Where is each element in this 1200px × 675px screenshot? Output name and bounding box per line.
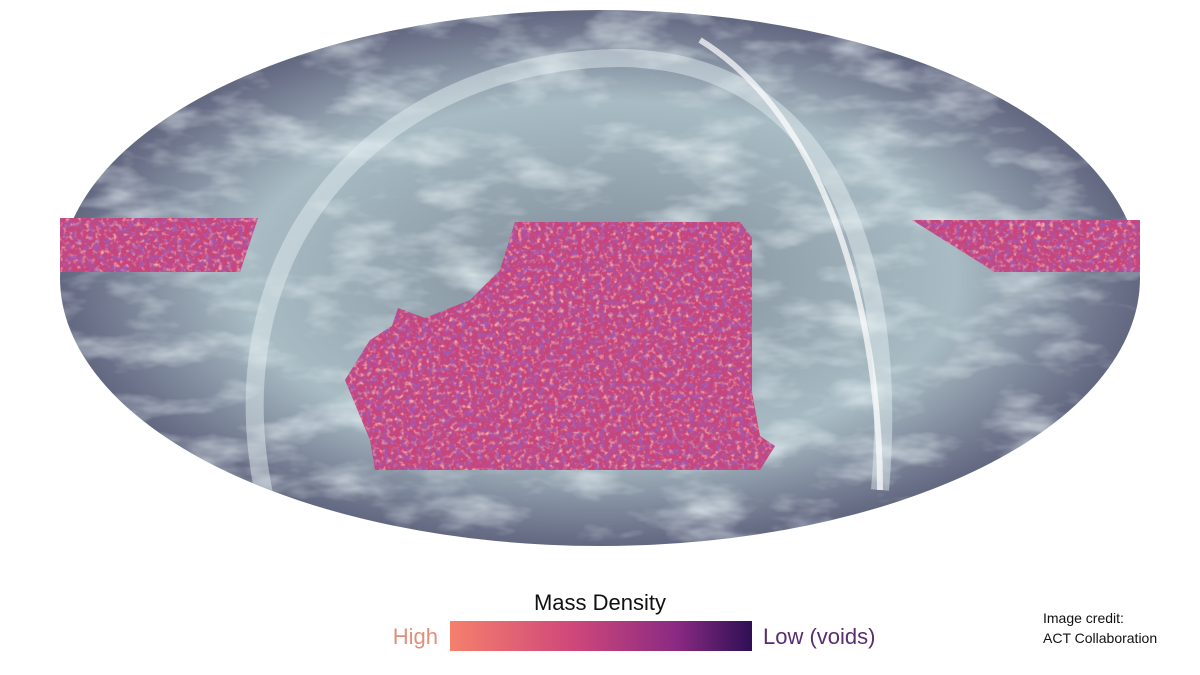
- colorbar: [450, 621, 752, 651]
- colorbar-high-label: High: [393, 624, 438, 649]
- credit-line: Image credit:: [1043, 610, 1124, 626]
- bright-arc: [245, 48, 893, 523]
- colorbar-low-label: Low (voids): [763, 624, 875, 649]
- credit-line: ACT Collaboration: [1043, 630, 1157, 646]
- colorbar-title: Mass Density: [534, 590, 666, 615]
- bright-filament: [698, 37, 883, 491]
